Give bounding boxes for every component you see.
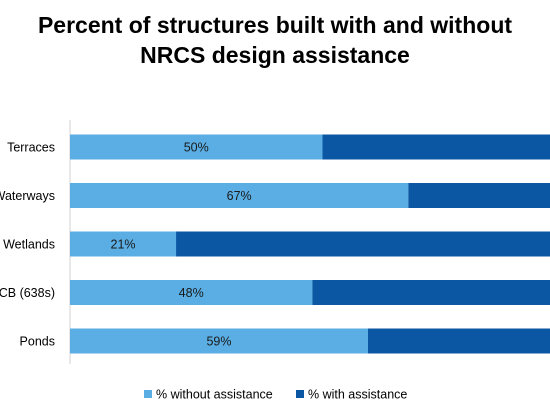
bar-without-assistance-terraces	[70, 134, 323, 160]
legend-label-without-assistance: % without assistance	[156, 388, 273, 402]
category-labels: Terraces Waterways Wetlands SCB (638s) Ponds	[0, 141, 55, 349]
category-label-wetlands: Wetlands	[3, 238, 55, 252]
legend-swatch-with-assistance	[296, 390, 304, 398]
value-labels: 50% 67% 21% 48% 59%	[111, 141, 252, 349]
category-label-scb-638s: SCB (638s)	[0, 286, 55, 300]
bar-with-assistance-waterways	[408, 183, 550, 208]
category-label-ponds: Ponds	[20, 335, 55, 349]
data-label-wetlands: 21%	[111, 238, 136, 252]
chart-title-line-2: NRCS design assistance	[140, 42, 410, 68]
chart-title-line-1: Percent of structures built with and wit…	[37, 12, 513, 38]
data-label-scb-638s: 48%	[179, 286, 204, 300]
bar-without-assistance-waterways	[70, 183, 409, 208]
category-label-terraces: Terraces	[7, 141, 55, 155]
bar-with-assistance-wetlands	[176, 231, 550, 257]
data-label-waterways: 67%	[227, 189, 252, 203]
data-label-ponds: 59%	[206, 335, 231, 349]
bars-group	[70, 134, 550, 354]
bar-with-assistance-terraces	[322, 134, 550, 160]
bar-without-assistance-scb-638s	[70, 280, 313, 305]
legend-label-with-assistance: % with assistance	[308, 388, 407, 402]
data-label-terraces: 50%	[184, 141, 209, 155]
bar-with-assistance-scb-638s	[312, 280, 550, 305]
bar-without-assistance-ponds	[70, 328, 368, 354]
bar-without-assistance-wetlands	[70, 231, 177, 257]
chart-title: Percent of structures built with and wit…	[0, 10, 550, 70]
legend-swatch-without-assistance	[144, 390, 152, 398]
legend: % without assistance % with assistance	[144, 388, 407, 402]
bar-with-assistance-ponds	[367, 328, 550, 354]
category-label-waterways: Waterways	[0, 189, 55, 203]
